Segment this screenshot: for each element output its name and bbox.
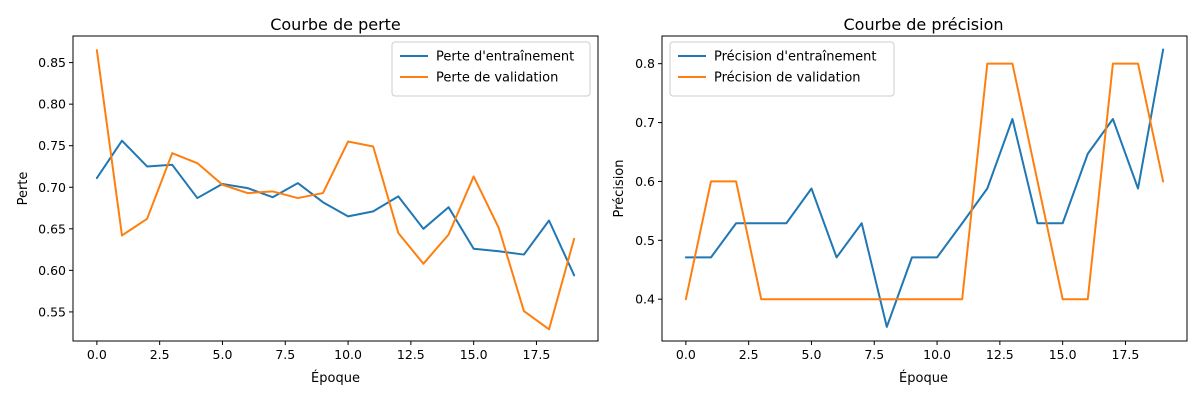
loss-legend: Perte d'entraînement Perte de validation <box>391 41 591 97</box>
loss-legend-label: Perte de validation <box>436 71 558 86</box>
accuracy-legend-frame <box>669 41 895 97</box>
loss-y-tick-label: 0.85 <box>38 55 66 70</box>
accuracy-x-tick-label: 15.0 <box>1049 347 1077 362</box>
loss-y-axis-label: Perte <box>16 172 31 206</box>
loss-legend-frame <box>391 41 591 97</box>
accuracy-series-training-line <box>684 48 1165 328</box>
loss-y-tick-label: 0.65 <box>38 221 66 236</box>
loss-y-tick-label: 0.75 <box>38 138 66 153</box>
accuracy-legend-label: Précision de validation <box>714 71 861 86</box>
loss-y-tick-label: 0.70 <box>38 180 66 195</box>
loss-x-tick-label: 17.5 <box>523 347 551 362</box>
loss-x-tick-label: 2.5 <box>150 347 170 362</box>
accuracy-series-validation-line <box>684 62 1165 301</box>
accuracy-y-tick-label: 0.4 <box>635 292 655 307</box>
accuracy-legend-label: Précision d'entraînement <box>714 50 876 65</box>
loss-y-tick-label: 0.60 <box>38 263 66 278</box>
loss-x-tick-label: 10.0 <box>334 347 362 362</box>
accuracy-y-tick-label: 0.7 <box>635 115 655 130</box>
loss-y-tick-label: 0.80 <box>38 97 66 112</box>
accuracy-chart: Courbe de précision 0.0 2.5 5.0 7.5 10.0 12.5… <box>612 15 1188 386</box>
accuracy-y-axis-label: Précision <box>612 159 627 217</box>
accuracy-x-tick-label: 2.5 <box>739 347 759 362</box>
loss-x-tick-label: 5.0 <box>213 347 233 362</box>
accuracy-x-tick-label: 17.5 <box>1112 347 1140 362</box>
accuracy-x-tick-label: 10.0 <box>923 347 951 362</box>
loss-chart-title: Courbe de perte <box>270 15 401 34</box>
accuracy-x-tick-label: 12.5 <box>986 347 1014 362</box>
accuracy-y-tick-label: 0.5 <box>635 233 655 248</box>
loss-x-tick-label: 15.0 <box>460 347 488 362</box>
accuracy-x-axis-label: Époque <box>899 370 948 386</box>
accuracy-legend: Précision d'entraînement Précision de val… <box>669 41 895 97</box>
loss-series-validation-line <box>95 49 576 331</box>
accuracy-x-tick-label: 0.0 <box>676 347 696 362</box>
loss-chart: Courbe de perte 0.0 2.5 5.0 7.5 10.0 12.5 15.0… <box>16 15 599 386</box>
loss-series-training-line <box>95 139 576 277</box>
accuracy-x-tick-label: 5.0 <box>802 347 822 362</box>
loss-x-tick-label: 7.5 <box>275 347 295 362</box>
loss-y-tick-label: 0.55 <box>38 304 66 319</box>
accuracy-y-tick-label: 0.6 <box>635 174 655 189</box>
accuracy-plot-area: 0.0 2.5 5.0 7.5 10.0 12.5 15.0 17.5 0.4 0.5 0.6 0.7… <box>635 48 1165 362</box>
loss-x-tick-label: 12.5 <box>397 347 425 362</box>
loss-x-tick-label: 0.0 <box>87 347 107 362</box>
loss-x-axis-label: Époque <box>311 370 360 386</box>
accuracy-chart-title: Courbe de précision <box>843 15 1003 34</box>
accuracy-x-tick-label: 7.5 <box>864 347 884 362</box>
loss-axes-frame <box>72 35 599 342</box>
accuracy-axes-frame <box>661 35 1188 342</box>
accuracy-y-tick-label: 0.8 <box>635 56 655 71</box>
loss-legend-label: Perte d'entraînement <box>436 50 574 65</box>
loss-plot-area: 0.0 2.5 5.0 7.5 10.0 12.5 15.0 17.5 0.55 0.60 0.65… <box>38 49 576 362</box>
